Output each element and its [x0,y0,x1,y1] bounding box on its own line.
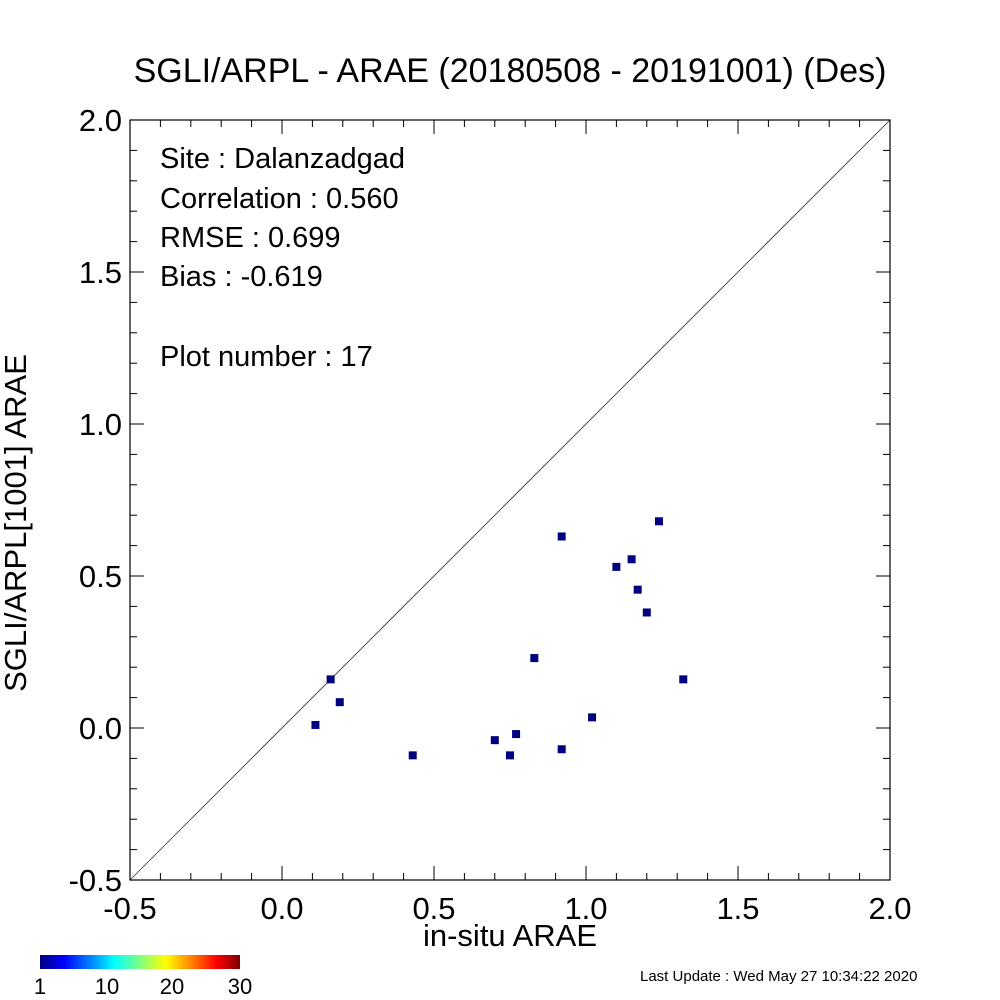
y-axis-label: SGLI/ARPL[1001] ARAE [0,354,33,692]
data-point [633,585,642,594]
data-point [642,608,651,617]
x-tick-label: 0.0 [260,891,303,926]
data-point [490,736,499,745]
axes: -0.5 0.0 0.5 1.0 1.5 2.0 -0.5 0.0 0.5 1.0 1.5 2.0 [69,103,912,926]
plot-frame [129,119,891,881]
data-point [530,654,539,663]
rmse-label: RMSE : 0.699 [160,222,341,254]
x-tick-label: 2.0 [868,891,911,926]
y-tick-label: 0.0 [79,711,122,746]
data-points [311,517,688,760]
data-point [557,532,566,541]
y-tick-label: 1.0 [79,407,122,442]
x-tick-label: 0.5 [412,891,455,926]
y-tick-label: 1.5 [79,255,122,290]
data-point [679,675,688,684]
x-tick-label: -0.5 [103,891,156,926]
colorbar-tick: 1 [33,974,47,999]
data-point [612,562,621,571]
colorbar [40,955,240,969]
colorbar-tick: 20 [159,974,185,999]
last-update-text: Last Update : Wed May 27 10:34:22 2020 [640,968,918,985]
data-point [627,555,636,564]
data-point [512,730,521,739]
colorbar-tick: 10 [94,974,120,999]
one-to-one-line [129,119,891,881]
data-point [311,720,320,729]
x-axis-label: in-situ ARAE [422,918,597,953]
x-tick-label: 1.5 [716,891,759,926]
y-tick-label: -0.5 [69,863,122,898]
data-point [588,713,597,722]
y-tick-label: 2.0 [79,103,122,138]
x-tick-label: 1.0 [564,891,607,926]
data-point [654,517,663,526]
bias-label: Bias : -0.619 [160,261,323,293]
plot-number-label: Plot number : 17 [160,341,373,373]
chart-title: SGLI/ARPL - ARAE (20180508 - 20191001) (… [133,52,887,90]
correlation-label: Correlation : 0.560 [160,183,399,215]
site-label: Site : Dalanzadgad [160,143,406,175]
data-point [408,751,417,760]
data-point [506,751,514,760]
colorbar-tick: 30 [227,974,253,999]
data-point [326,675,335,684]
data-point [557,745,566,754]
y-tick-label: 0.5 [79,559,122,594]
data-point [335,698,344,707]
